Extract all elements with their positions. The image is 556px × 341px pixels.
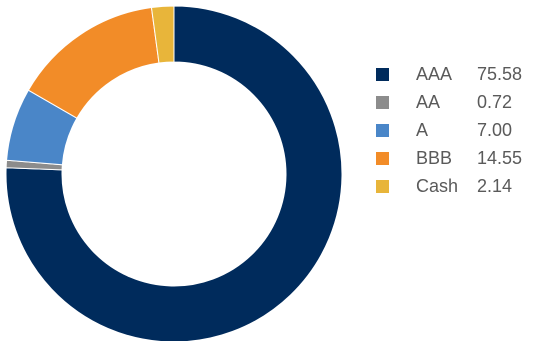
legend-swatch-a: [376, 123, 389, 137]
legend-swatch-bbb: [376, 151, 389, 165]
legend-item-a: A 7.00: [376, 116, 556, 144]
donut-slice-bbb: [27, 6, 160, 119]
legend-item-aaa: AAA 75.58: [376, 60, 556, 88]
legend-item-cash: Cash 2.14: [376, 172, 556, 200]
legend-item-aa: AA 0.72: [376, 88, 556, 116]
legend-swatch-aa: [376, 95, 389, 109]
legend-value-bbb: 14.55: [477, 147, 523, 168]
legend-value-a: 7.00: [477, 119, 513, 140]
legend-swatch-aaa: [376, 67, 389, 81]
legend-item-bbb: BBB 14.55: [376, 144, 556, 172]
donut-slice-aaa: [5, 5, 343, 341]
legend-label-aa: AA: [416, 91, 441, 112]
donut-slice-cash: [150, 5, 175, 64]
legend-label-a: A: [416, 119, 429, 140]
legend-label-aaa: AAA: [416, 63, 453, 84]
legend-label-cash: Cash: [416, 175, 459, 196]
legend-value-aa: 0.72: [477, 91, 513, 112]
legend-label-bbb: BBB: [416, 147, 453, 168]
legend-value-cash: 2.14: [477, 175, 513, 196]
legend: AAA 75.58 AA 0.72 A 7.00 BBB 14.55 Cash …: [376, 60, 556, 200]
donut-chart: [5, 5, 343, 341]
legend-swatch-cash: [376, 179, 389, 193]
legend-value-aaa: 75.58: [477, 63, 523, 84]
